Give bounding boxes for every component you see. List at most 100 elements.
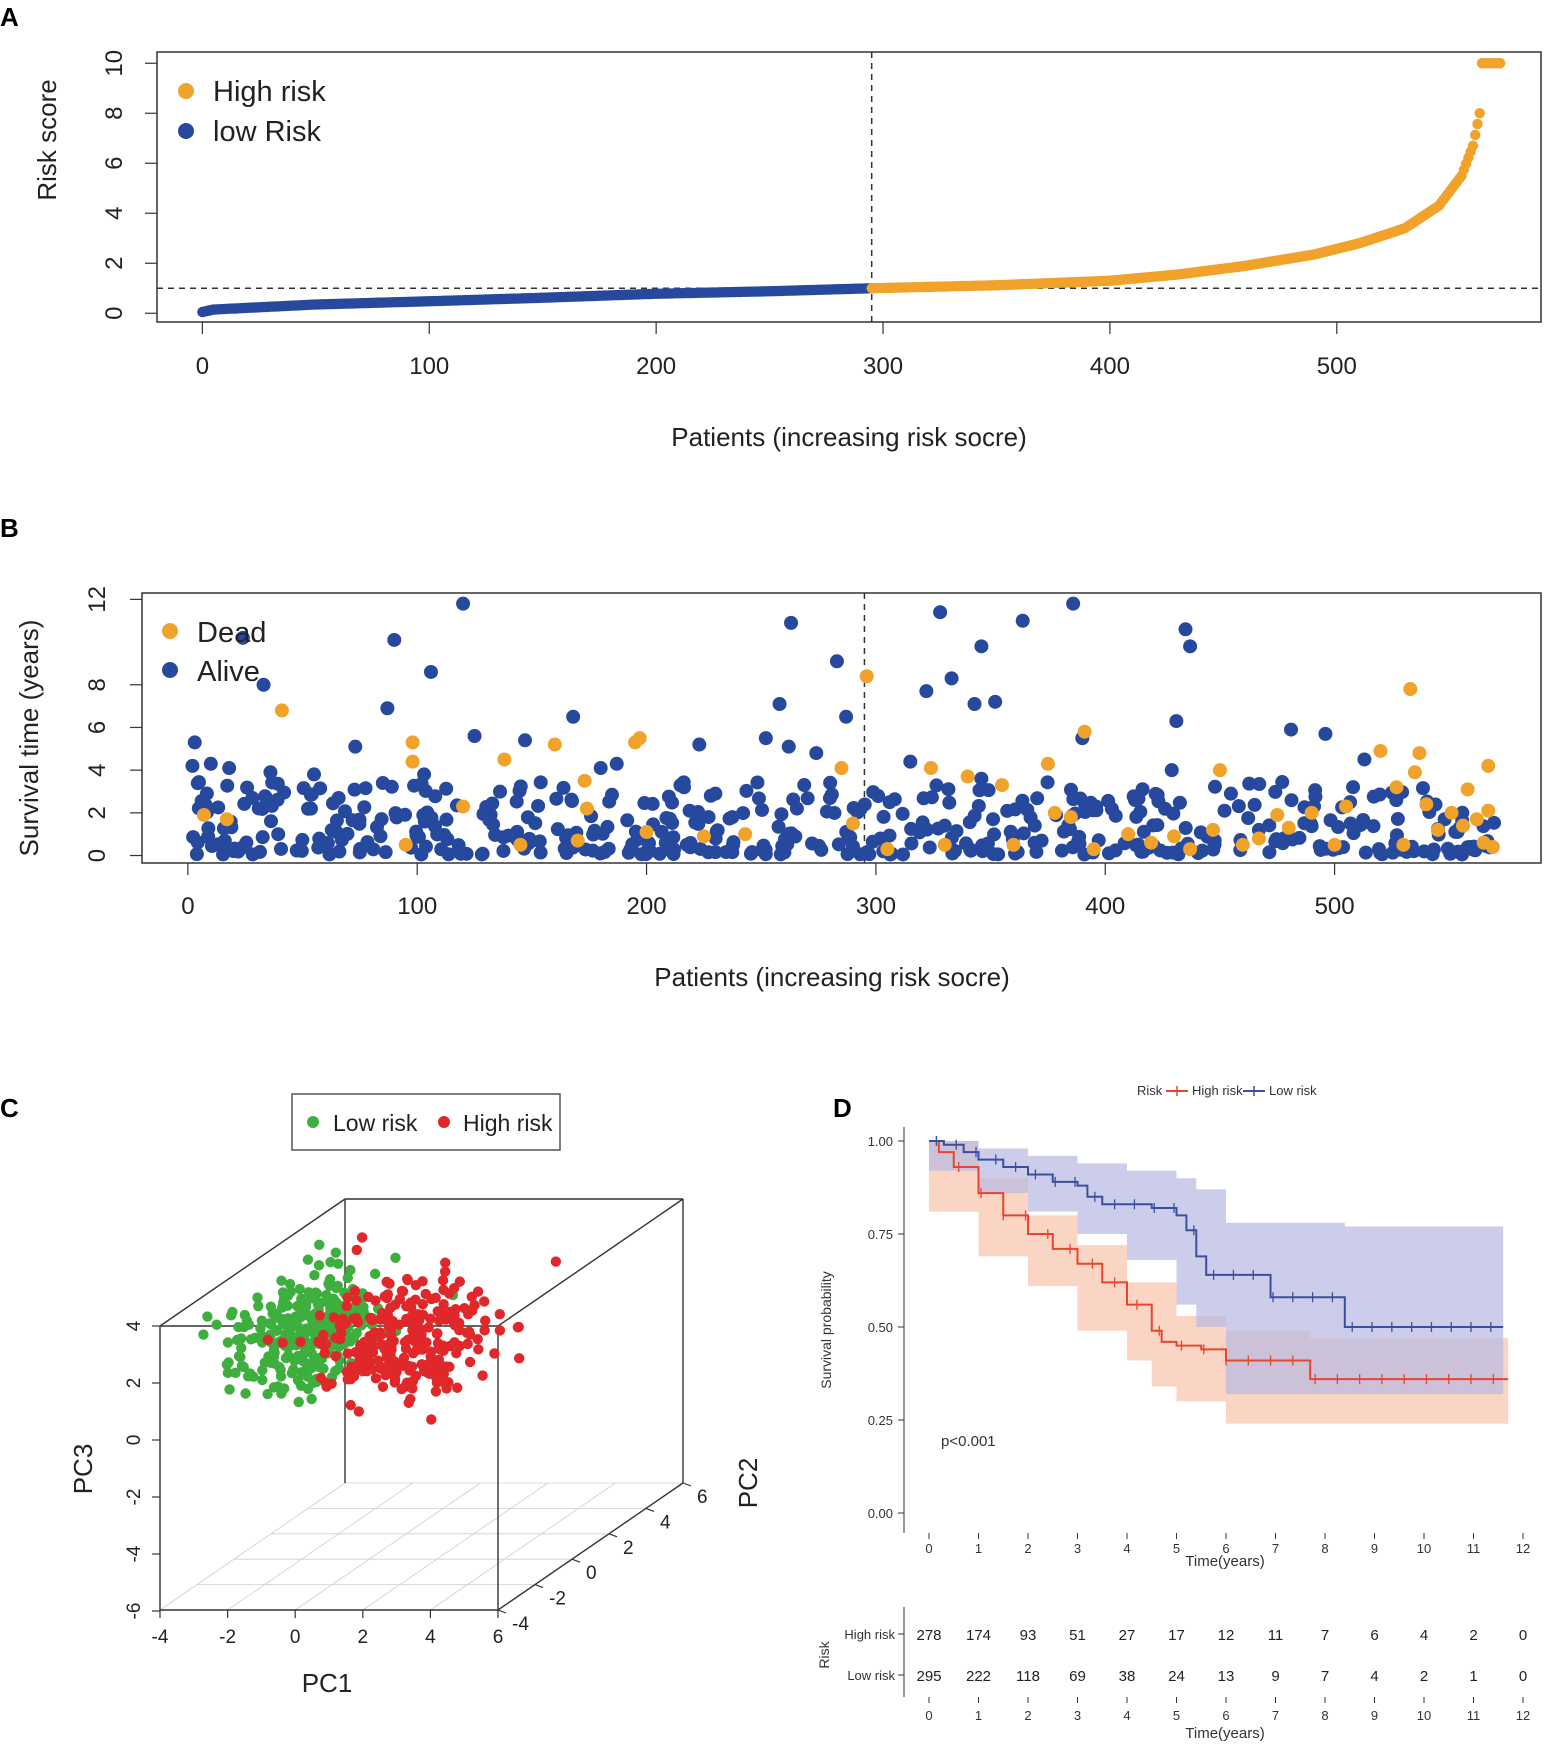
data-point-dead bbox=[196, 807, 211, 822]
data-point-low-risk bbox=[292, 1351, 304, 1362]
data-point-alive bbox=[1331, 820, 1346, 835]
data-point-alive bbox=[187, 735, 202, 750]
data-point-dead bbox=[738, 827, 753, 842]
data-point-high-risk bbox=[342, 1348, 354, 1359]
data-point-high-risk bbox=[513, 1321, 524, 1333]
data-point-high-risk bbox=[376, 1339, 388, 1350]
data-point-high-risk bbox=[464, 1329, 476, 1340]
data-point-alive bbox=[962, 815, 977, 830]
data-point-alive bbox=[417, 767, 432, 782]
data-point-alive bbox=[220, 778, 235, 793]
data-point-dead bbox=[880, 842, 895, 857]
data-point-dead bbox=[1481, 758, 1496, 773]
data-point-alive bbox=[1003, 824, 1018, 839]
data-point-high-risk bbox=[357, 1365, 368, 1377]
data-point-alive bbox=[805, 836, 820, 851]
data-point-low-risk bbox=[302, 1254, 314, 1265]
legend-marker-high bbox=[438, 1116, 450, 1128]
risk-table-cell: 0 bbox=[1519, 1627, 1527, 1644]
data-point-alive bbox=[373, 829, 388, 844]
data-point-alive bbox=[857, 797, 872, 812]
data-point-alive bbox=[840, 847, 855, 862]
data-point-alive bbox=[1277, 831, 1292, 846]
data-point-alive bbox=[564, 792, 579, 807]
data-point-high-risk bbox=[377, 1313, 389, 1325]
data-point-alive bbox=[784, 615, 799, 630]
data-point-alive bbox=[357, 800, 372, 815]
pc2-tick-mark bbox=[571, 1558, 581, 1563]
data-point-alive bbox=[904, 821, 919, 836]
data-point-dead bbox=[1403, 682, 1418, 697]
data-point-alive bbox=[1108, 808, 1123, 823]
data-point-high-risk bbox=[318, 1329, 329, 1341]
x-tick-label: 8 bbox=[1321, 1541, 1328, 1556]
box-edge bbox=[497, 1482, 684, 1611]
data-point-alive bbox=[417, 814, 432, 829]
data-point-alive bbox=[662, 811, 677, 826]
data-point-alive bbox=[1066, 596, 1081, 611]
data-point-high-risk bbox=[335, 1327, 347, 1338]
y-tick-label: 6 bbox=[84, 721, 111, 734]
data-point-low-risk bbox=[321, 1289, 332, 1301]
y-tick-label: 8 bbox=[101, 107, 128, 120]
risk-table-cell: 9 bbox=[1271, 1668, 1279, 1685]
data-point-alive bbox=[758, 731, 773, 746]
data-point-alive bbox=[474, 847, 489, 862]
data-point-low-risk bbox=[307, 1377, 318, 1389]
risk-table-row-label: Low risk bbox=[847, 1668, 895, 1683]
data-point-alive bbox=[920, 822, 935, 837]
data-point-alive bbox=[755, 843, 770, 858]
data-point-dead bbox=[1444, 805, 1459, 820]
data-point-dead bbox=[577, 773, 592, 788]
data-point-alive bbox=[1451, 844, 1466, 859]
x-axis-title: Time(years) bbox=[1185, 1553, 1264, 1570]
data-point-dead bbox=[1304, 805, 1319, 820]
data-point-dead bbox=[1063, 810, 1078, 825]
data-point-alive bbox=[1375, 847, 1390, 862]
data-point-alive bbox=[1284, 793, 1299, 808]
x-tick-label: 5 bbox=[1173, 1541, 1180, 1556]
data-point-alive bbox=[556, 780, 571, 795]
data-point-high-risk bbox=[385, 1350, 396, 1361]
data-point-alive bbox=[439, 781, 454, 796]
legend-marker-alive bbox=[162, 662, 178, 678]
data-point-alive bbox=[620, 813, 635, 828]
data-point-alive bbox=[295, 832, 310, 847]
data-point-alive bbox=[967, 696, 982, 711]
data-point-high-risk bbox=[454, 1340, 465, 1352]
table-x-tick-label: 3 bbox=[1074, 1708, 1081, 1723]
data-point-high-risk bbox=[385, 1324, 397, 1335]
data-point-high-risk bbox=[367, 1315, 378, 1326]
data-point-alive bbox=[593, 761, 608, 776]
pc2-tick-label: 2 bbox=[623, 1538, 634, 1559]
data-point-alive bbox=[217, 833, 232, 848]
data-point-high-risk bbox=[472, 1333, 483, 1345]
data-point-alive bbox=[643, 844, 658, 859]
data-point-high-risk bbox=[370, 1373, 382, 1384]
data-point-alive bbox=[482, 812, 497, 827]
data-point-alive bbox=[986, 847, 1001, 862]
x-tick-label: 0 bbox=[925, 1541, 932, 1556]
data-point-alive bbox=[1292, 830, 1307, 845]
risk-score-plot: 0 100 200 300 400 500 0 2 4 6 8 10 Risk score Patie… bbox=[32, 50, 1542, 452]
data-point-low-risk bbox=[306, 1322, 317, 1334]
data-point-high-risk bbox=[426, 1358, 437, 1369]
data-point-low-risk bbox=[333, 1258, 344, 1270]
data-point-alive bbox=[895, 806, 910, 821]
data-point-dead bbox=[398, 837, 413, 852]
data-point-dead bbox=[1006, 837, 1021, 852]
data-point-alive bbox=[587, 823, 602, 838]
data-point-dead bbox=[960, 769, 975, 784]
data-point-alive bbox=[1148, 786, 1163, 801]
data-point-low-risk bbox=[286, 1367, 297, 1379]
data-point-alive bbox=[352, 845, 367, 860]
data-point-low-risk bbox=[272, 1381, 284, 1392]
data-point-alive bbox=[1164, 763, 1179, 778]
legend-label-alive: Alive bbox=[197, 656, 260, 688]
data-point-high-risk bbox=[407, 1324, 418, 1336]
data-point-alive bbox=[774, 807, 789, 822]
data-point-low-risk bbox=[294, 1322, 305, 1334]
data-point-high-risk bbox=[439, 1266, 451, 1277]
data-point-alive bbox=[1346, 780, 1361, 795]
